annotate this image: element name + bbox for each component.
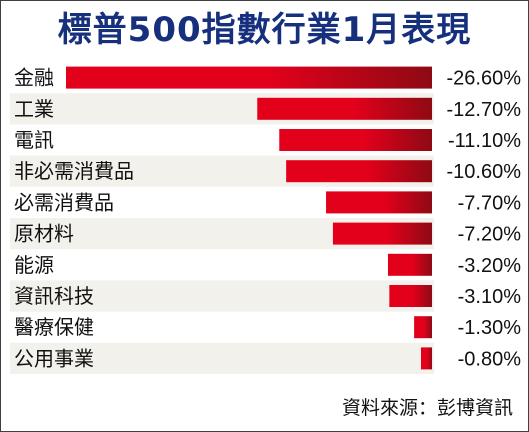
bar [286,160,432,183]
bar [66,66,432,89]
category-label: 資訊科技 [14,284,94,308]
value-label: -26.60% [447,68,522,90]
category-label: 電訊 [14,128,54,152]
value-label: -3.10% [458,286,522,308]
bar [420,347,432,370]
bar [257,97,432,120]
bar [389,285,432,307]
bar [414,316,432,339]
value-label: -11.10% [448,130,521,152]
value-label: -0.80% [458,348,522,370]
category-label: 醫療保健 [14,315,94,339]
value-label: -1.30% [458,317,522,339]
chart-title: 標普500指數行業1月表現 [57,10,472,50]
bar [387,253,432,276]
row-band [10,280,434,312]
category-label: 必需消費品 [14,190,114,214]
category-label: 原材料 [14,222,74,246]
category-label: 能源 [14,253,54,277]
category-label: 工業 [14,97,54,121]
value-label: -12.70% [447,99,522,121]
category-label: 金融 [14,66,54,90]
value-label: -7.70% [458,192,522,214]
value-label: -10.60% [447,161,522,183]
category-label: 公用事業 [14,346,94,370]
bar [326,191,432,214]
category-label: 非必需消費品 [14,159,134,183]
bar [332,222,432,245]
value-label: -7.20% [458,224,522,246]
value-label: -3.20% [458,255,522,277]
source-note: 資料來源：彭博資訊 [341,397,513,419]
row-band [10,342,434,374]
bar [279,129,432,151]
